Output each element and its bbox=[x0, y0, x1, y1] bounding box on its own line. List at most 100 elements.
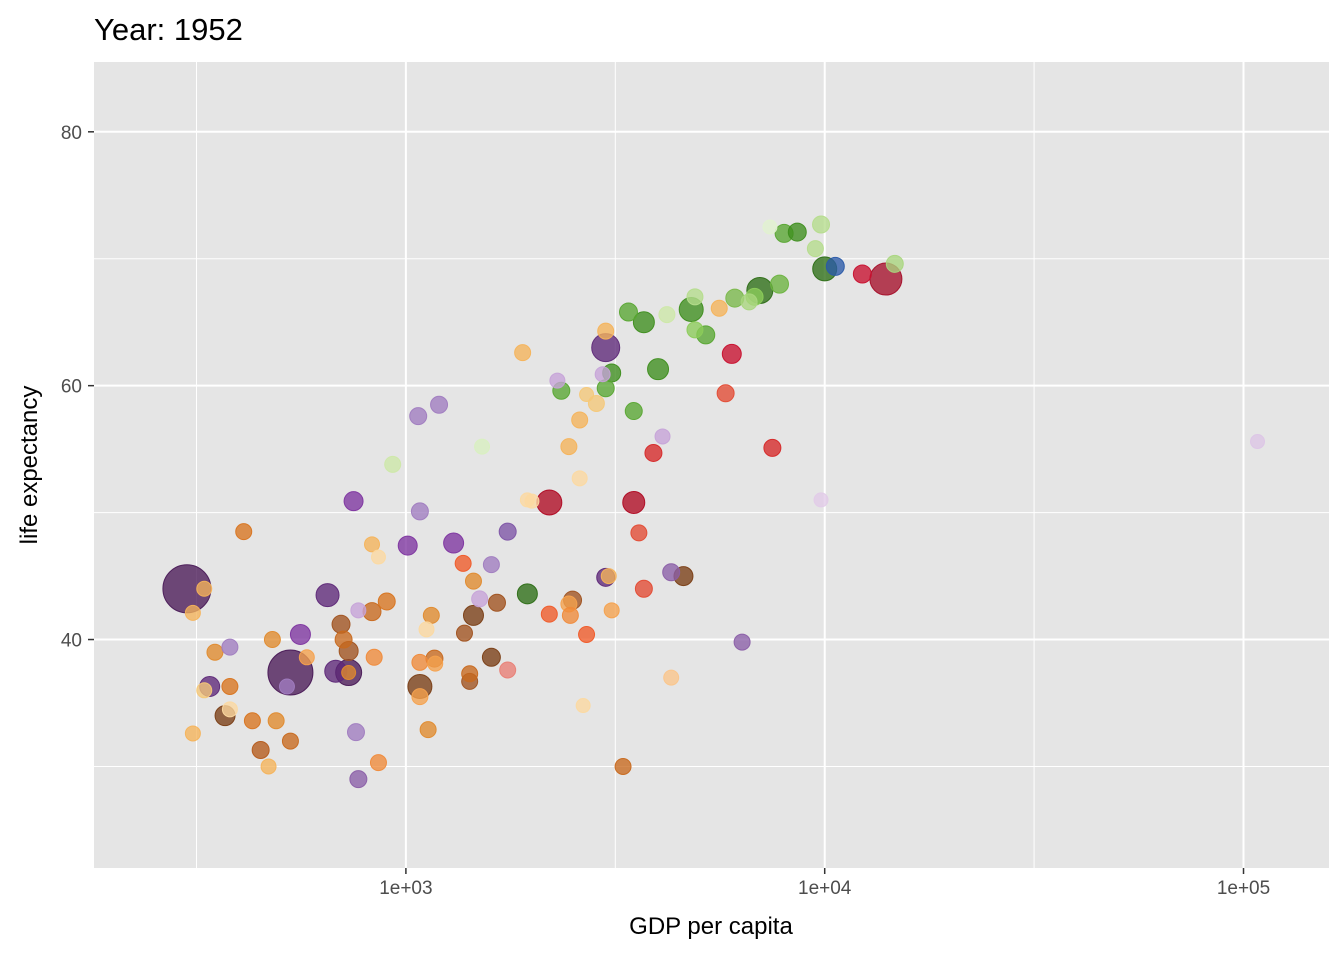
data-point bbox=[540, 605, 558, 623]
data-point bbox=[235, 523, 253, 541]
data-point bbox=[499, 661, 517, 679]
data-point bbox=[397, 535, 418, 556]
data-point bbox=[654, 428, 671, 445]
y-axis: 40 60 80 bbox=[61, 123, 94, 652]
data-point bbox=[686, 288, 704, 306]
data-point bbox=[419, 721, 437, 739]
data-point bbox=[806, 240, 824, 258]
data-point bbox=[461, 665, 479, 683]
data-point bbox=[411, 653, 429, 671]
data-point bbox=[686, 321, 704, 339]
data-point bbox=[370, 549, 386, 565]
data-point bbox=[263, 631, 281, 649]
plot-panel bbox=[94, 62, 1329, 868]
data-point bbox=[341, 665, 357, 681]
data-point bbox=[597, 322, 615, 340]
data-point bbox=[632, 311, 655, 334]
data-point bbox=[206, 643, 224, 661]
data-point bbox=[196, 682, 213, 699]
data-point bbox=[409, 407, 428, 426]
data-point bbox=[260, 758, 277, 775]
data-point bbox=[524, 493, 540, 509]
data-point bbox=[184, 604, 201, 621]
data-point bbox=[710, 299, 728, 317]
data-point bbox=[663, 669, 680, 686]
data-point bbox=[278, 678, 295, 695]
data-point bbox=[471, 590, 489, 608]
data-point bbox=[369, 754, 387, 772]
data-point bbox=[579, 387, 595, 403]
y-axis-title: life expectancy bbox=[16, 386, 43, 545]
data-point bbox=[630, 524, 648, 542]
data-point bbox=[1250, 434, 1266, 450]
data-point bbox=[411, 688, 429, 706]
data-point bbox=[464, 572, 482, 590]
data-point bbox=[377, 592, 396, 611]
data-point bbox=[331, 614, 351, 634]
data-point bbox=[384, 455, 402, 473]
data-point bbox=[427, 655, 444, 672]
data-point bbox=[594, 366, 611, 383]
data-point bbox=[647, 358, 670, 381]
data-point bbox=[462, 604, 484, 626]
data-point bbox=[763, 438, 782, 457]
data-point bbox=[298, 649, 315, 666]
data-point bbox=[560, 438, 578, 456]
data-point bbox=[514, 344, 532, 362]
data-point bbox=[418, 621, 435, 638]
data-point bbox=[852, 264, 872, 284]
data-points bbox=[162, 215, 1266, 789]
data-point bbox=[365, 648, 383, 666]
data-point bbox=[536, 489, 563, 516]
data-point bbox=[733, 633, 751, 651]
data-point bbox=[350, 602, 367, 619]
major-gridlines bbox=[94, 62, 1329, 868]
data-point bbox=[549, 372, 566, 389]
data-point bbox=[624, 402, 643, 421]
data-point bbox=[221, 677, 239, 695]
data-point bbox=[343, 491, 364, 512]
data-point bbox=[349, 770, 368, 789]
data-point bbox=[813, 492, 829, 508]
data-point bbox=[410, 502, 429, 521]
data-point bbox=[455, 624, 473, 642]
data-point bbox=[267, 712, 285, 730]
data-point bbox=[787, 222, 807, 242]
y-tick-label: 40 bbox=[61, 631, 82, 652]
data-point bbox=[614, 757, 632, 775]
x-axis: 1e+03 1e+04 1e+05 bbox=[379, 868, 1270, 899]
data-point bbox=[825, 256, 845, 276]
x-tick-label: 1e+03 bbox=[379, 878, 432, 899]
x-axis-title: GDP per capita bbox=[629, 913, 793, 940]
data-point bbox=[618, 302, 638, 322]
data-point bbox=[770, 274, 790, 294]
data-point bbox=[603, 602, 620, 619]
data-point bbox=[571, 470, 588, 487]
y-tick-label: 80 bbox=[61, 123, 82, 144]
data-point bbox=[662, 563, 681, 582]
data-point bbox=[658, 306, 676, 324]
data-point bbox=[315, 583, 340, 608]
data-point bbox=[430, 395, 449, 414]
data-point bbox=[762, 219, 778, 235]
data-point bbox=[561, 606, 579, 624]
data-point bbox=[346, 723, 365, 742]
data-point bbox=[289, 623, 311, 645]
data-point bbox=[196, 580, 213, 597]
data-point bbox=[243, 712, 261, 730]
x-tick-label: 1e+04 bbox=[798, 878, 852, 899]
data-point bbox=[334, 630, 353, 649]
data-point bbox=[251, 740, 270, 759]
x-tick-label: 1e+05 bbox=[1217, 878, 1270, 899]
data-point bbox=[364, 536, 381, 553]
data-point bbox=[443, 532, 465, 554]
data-point bbox=[454, 554, 472, 572]
data-point bbox=[885, 254, 904, 273]
data-point bbox=[716, 384, 735, 403]
data-point bbox=[812, 215, 831, 234]
data-point bbox=[575, 698, 591, 714]
data-point bbox=[721, 343, 742, 364]
data-point bbox=[487, 593, 506, 612]
data-point bbox=[644, 443, 663, 462]
